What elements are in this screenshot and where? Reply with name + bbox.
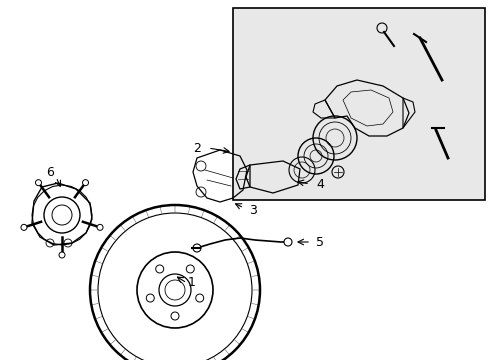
Circle shape bbox=[284, 238, 291, 246]
Text: 1: 1 bbox=[188, 276, 196, 289]
Text: 5: 5 bbox=[315, 235, 324, 248]
Circle shape bbox=[36, 180, 41, 186]
Circle shape bbox=[82, 180, 88, 186]
Circle shape bbox=[21, 224, 27, 230]
Bar bbox=[232, 8, 484, 200]
Text: 2: 2 bbox=[193, 141, 201, 154]
Text: 6: 6 bbox=[46, 166, 54, 179]
Circle shape bbox=[59, 252, 65, 258]
Text: 4: 4 bbox=[315, 177, 323, 190]
Text: 3: 3 bbox=[248, 203, 256, 216]
Circle shape bbox=[97, 224, 103, 230]
Circle shape bbox=[193, 244, 201, 252]
